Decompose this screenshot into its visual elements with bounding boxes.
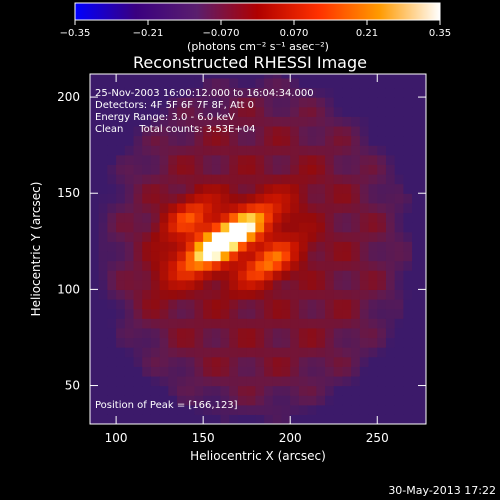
x-axis-label: Heliocentric X (arcsec): [190, 449, 326, 463]
colorbar-tick-label: −0.070: [202, 28, 239, 39]
peak-position-label: Position of Peak = [166,123]: [95, 400, 238, 411]
plot-frame: [89, 73, 427, 425]
annotation-energy: Energy Range: 3.0 - 6.0 keV: [95, 112, 235, 123]
heatmap-image: [90, 74, 426, 424]
annotation-counts: Clean Total counts: 3.53E+04: [95, 124, 255, 135]
colorbar-units: (photons cm⁻² s⁻¹ asec⁻²): [187, 40, 329, 53]
colorbar-tick-label: −0.21: [133, 28, 164, 39]
colorbar-tick-label: 0.070: [280, 28, 309, 39]
y-tick-label: 150: [57, 186, 80, 200]
chart-title: Reconstructed RHESSI Image: [133, 53, 367, 72]
x-tick-label: 150: [192, 431, 215, 445]
x-tick-label: 100: [105, 431, 128, 445]
colorbar: [74, 2, 441, 21]
colorbar-tick-label: 0.35: [429, 28, 451, 39]
colorbar-ticks: −0.35 −0.21 −0.070 0.070 0.21 0.35: [60, 20, 451, 39]
y-tick-label: 50: [65, 379, 80, 393]
x-tick-label: 200: [279, 431, 302, 445]
colorbar-tick-label: −0.35: [60, 28, 91, 39]
colorbar-tick-label: 0.21: [356, 28, 378, 39]
y-tick-label: 100: [57, 282, 80, 296]
x-tick-label: 250: [366, 431, 389, 445]
y-tick-label: 200: [57, 90, 80, 104]
annotation-detectors: Detectors: 4F 5F 6F 7F 8F, Att 0: [95, 100, 254, 111]
footer-date: 30-May-2013 17:22: [388, 484, 496, 497]
y-axis-label: Heliocentric Y (arcsec): [29, 182, 43, 317]
annotation-time: 25-Nov-2003 16:00:12.000 to 16:04:34.000: [95, 88, 314, 99]
axis-ticks: 100 150 200 250 50 100 150 200: [57, 74, 426, 445]
